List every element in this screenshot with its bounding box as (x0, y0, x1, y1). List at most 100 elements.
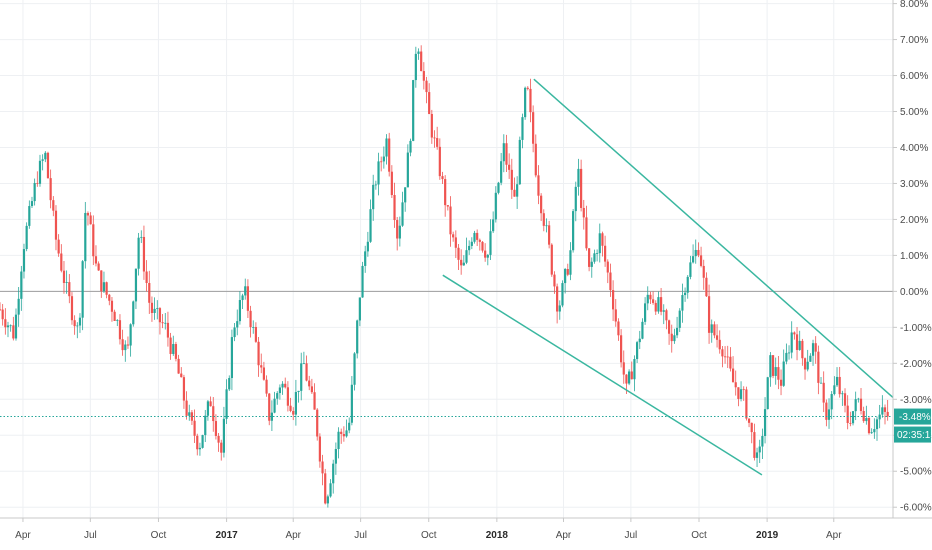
candle-body (726, 356, 729, 358)
candle-body (0, 309, 2, 311)
candle-body (739, 389, 743, 399)
x-tick-label: Oct (421, 530, 437, 541)
candles (0, 45, 889, 508)
candle-body (854, 399, 857, 412)
candle-body (377, 161, 380, 185)
candle-body (734, 382, 737, 388)
candle-body (801, 340, 804, 359)
candle-body (622, 362, 625, 375)
candle-body (582, 207, 585, 218)
candle-body (4, 319, 7, 328)
candle-body (465, 250, 468, 263)
candle-body (190, 412, 194, 421)
candle-body (257, 341, 260, 366)
candle-body (630, 371, 633, 380)
candle-body (84, 212, 87, 262)
candle-body (281, 383, 284, 388)
candle-body (705, 277, 708, 297)
candle-body (113, 311, 116, 321)
y-tick-label: -1.00% (900, 323, 932, 334)
candle-body (670, 333, 673, 342)
candle-body (795, 334, 799, 350)
candle-body (241, 295, 244, 301)
candle-body (681, 295, 684, 311)
y-tick-label: -3.00% (900, 395, 932, 406)
candle-body (867, 418, 871, 434)
candle-body (329, 483, 332, 497)
candle-body (846, 405, 849, 423)
candle-body (721, 349, 724, 357)
candle-body (588, 248, 591, 267)
candle-body (689, 262, 692, 277)
candle-body (201, 435, 204, 448)
candle-body (532, 112, 535, 144)
candle-body (350, 384, 353, 423)
candle-body (572, 211, 575, 251)
x-axis-ticks: Apr Jul Oct 2017 Apr Jul Oct 2018 Apr Jul Oct 2019 A… (15, 518, 842, 541)
candle-body (46, 152, 50, 179)
candle-body (827, 409, 831, 420)
candle-body (510, 169, 513, 190)
candle-body (284, 383, 287, 388)
candle-body (182, 377, 186, 401)
candle-body (358, 297, 361, 321)
candle-body (25, 225, 28, 250)
candle-body (222, 418, 226, 453)
candle-body (265, 379, 268, 394)
candle-body (246, 286, 250, 311)
candle-body (374, 184, 377, 186)
candle-body (454, 237, 457, 248)
candle-body (710, 324, 713, 333)
y-tick-label: -5.00% (900, 467, 932, 478)
candle-body (260, 365, 263, 368)
candle-body (1, 309, 4, 320)
x-tick-label: Jul (624, 530, 637, 541)
candle-body (641, 321, 644, 339)
candle-body (297, 390, 300, 393)
candle-body (65, 282, 68, 283)
candle-body (446, 205, 449, 207)
candle-body (185, 400, 188, 416)
candle-body (819, 382, 823, 384)
candle-body (118, 320, 122, 340)
y-tick-label: -6.00% (900, 503, 932, 514)
candle-body (870, 432, 873, 434)
candle-body (886, 411, 889, 417)
current-price-badge (894, 408, 931, 425)
y-axis-ticks: 8.00% 7.00% 6.00% 5.00% 4.00% 3.00% 2.00% 1.00%… (893, 0, 932, 514)
candle-body (742, 389, 745, 391)
candle-body (292, 410, 295, 415)
candle-body (385, 138, 388, 157)
candle-body (52, 200, 55, 211)
candle-body (420, 51, 423, 72)
candle-body (835, 376, 839, 386)
candle-body (41, 159, 44, 161)
candle-body (516, 184, 519, 197)
candle-body (76, 325, 79, 327)
candle-body (841, 393, 844, 395)
y-tick-label: 0.00% (900, 287, 928, 298)
candle-body (635, 342, 639, 360)
candle-body (198, 447, 202, 450)
candle-body (766, 377, 769, 410)
candle-body (30, 201, 34, 207)
candle-body (180, 373, 183, 378)
candle-body (627, 371, 631, 384)
candle-body (849, 422, 852, 424)
candle-body (49, 178, 52, 201)
candle-body (209, 401, 212, 407)
candle-body (105, 282, 108, 295)
candle-body (193, 420, 196, 436)
candle-body (228, 378, 231, 390)
candle-body (172, 344, 175, 354)
candle-body (718, 339, 721, 350)
candle-body (659, 297, 663, 312)
candle-body (89, 215, 92, 225)
candle-body (678, 310, 681, 328)
candle-body (694, 249, 697, 257)
candle-body (753, 432, 756, 458)
candle-body (316, 409, 319, 437)
candle-body (20, 271, 23, 299)
candle-body (438, 146, 441, 177)
